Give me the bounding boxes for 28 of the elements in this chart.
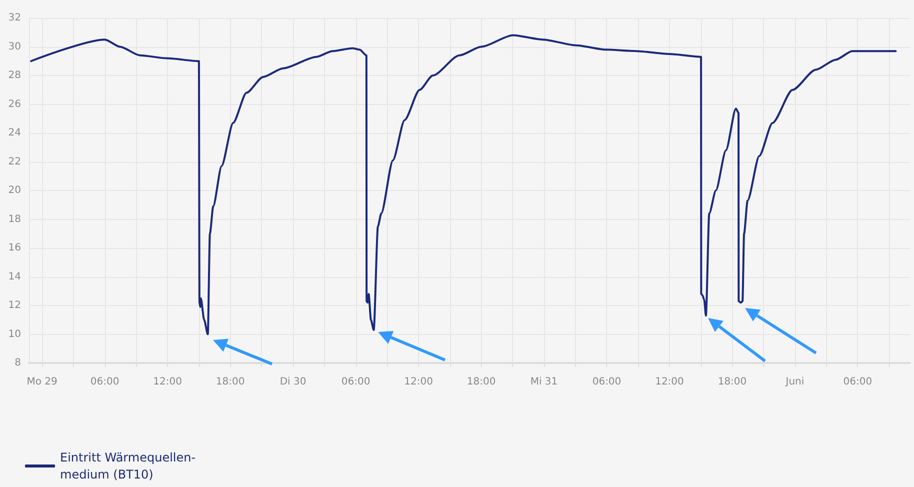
y-tick-label: 28: [8, 70, 21, 81]
y-tick-label: 30: [8, 41, 21, 52]
x-tick-label: 06:00: [341, 376, 370, 388]
y-tick-label: 24: [8, 128, 21, 138]
y-tick-label: 22: [8, 156, 21, 168]
x-tick-label: Juni: [784, 376, 804, 388]
y-tick-label: 8: [14, 358, 21, 368]
y-tick-label: 16: [8, 242, 21, 254]
y-tick-label: 14: [8, 271, 21, 282]
y-tick-label: 12: [8, 300, 21, 311]
x-tick-label: 18:00: [216, 376, 245, 388]
x-tick-label: 12:00: [153, 376, 182, 388]
x-tick-label: 06:00: [843, 376, 872, 388]
x-tick-label: 12:00: [404, 376, 433, 388]
y-tick-label: 10: [8, 328, 21, 340]
x-tick-label: Mi 31: [530, 376, 558, 388]
x-tick-label: 06:00: [90, 376, 120, 388]
x-tick-label: Mo 29: [26, 376, 58, 388]
x-tick-label: 18:00: [718, 376, 747, 388]
x-tick-label: 12:00: [655, 376, 684, 388]
x-tick-label: 06:00: [592, 376, 622, 388]
legend-label: Eintritt Wärmequellen-medium (BT10): [60, 450, 196, 482]
x-tick-label: 18:00: [466, 376, 496, 388]
y-tick-label: 32: [8, 12, 21, 24]
y-tick-label: 26: [8, 98, 21, 110]
y-tick-label: 18: [8, 214, 21, 225]
x-tick-label: Di 30: [280, 376, 306, 388]
y-tick-label: 20: [8, 185, 21, 196]
